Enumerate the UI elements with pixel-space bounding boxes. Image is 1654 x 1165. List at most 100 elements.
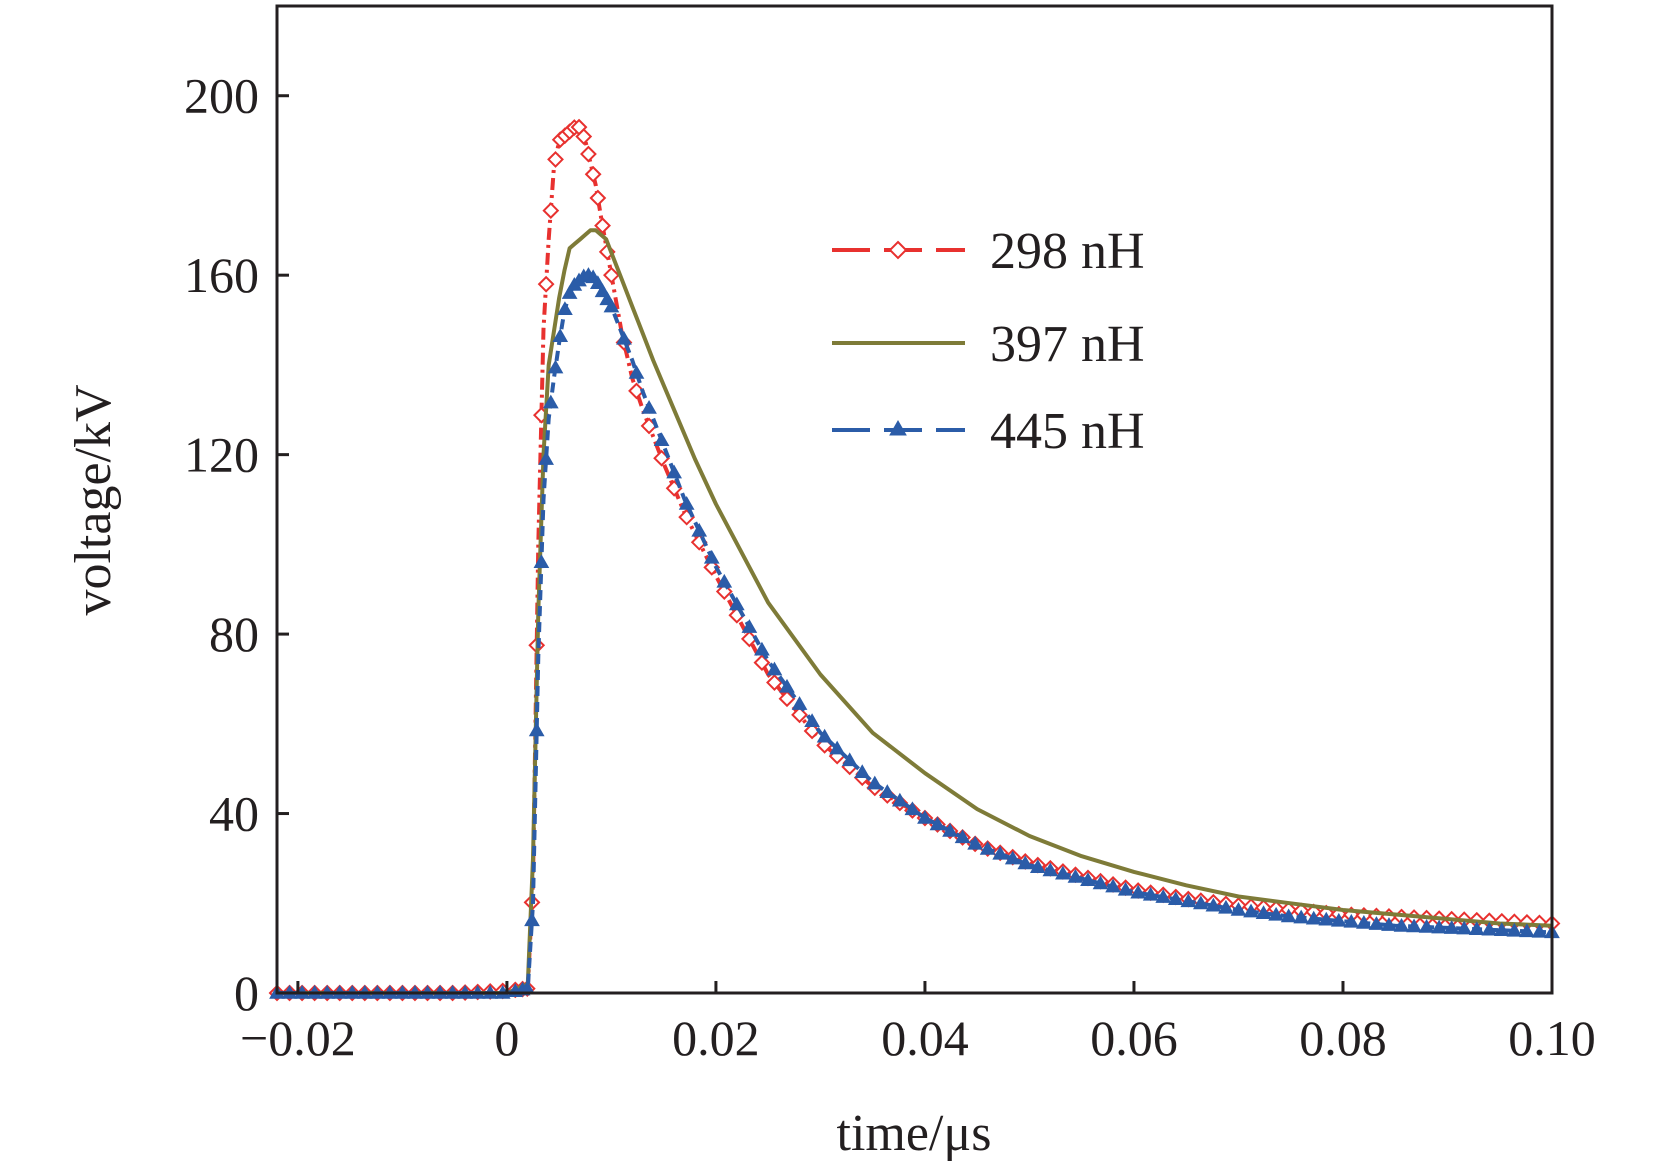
data-point-triangle <box>1092 875 1109 890</box>
data-point-diamond <box>589 189 607 207</box>
y-tick-label: 80 <box>209 606 259 662</box>
data-point-triangle <box>561 285 578 299</box>
data-point-triangle <box>1406 918 1422 933</box>
data-point-triangle <box>1017 855 1034 870</box>
data-point-triangle <box>967 835 983 850</box>
data-point-triangle <box>1343 913 1360 928</box>
data-point-triangle <box>942 822 958 837</box>
data-point-triangle <box>791 696 808 710</box>
series-line <box>277 228 1553 995</box>
data-point-triangle <box>641 399 657 414</box>
data-point-triangle <box>979 840 996 855</box>
series-445-nh <box>269 267 1560 999</box>
y-tick-label: 160 <box>184 247 259 303</box>
data-point-triangle <box>1167 891 1184 905</box>
data-point-diamond <box>766 674 783 691</box>
data-point-triangle <box>1519 923 1535 938</box>
data-point-triangle <box>691 522 708 537</box>
data-point-triangle <box>1293 909 1310 924</box>
data-point-triangle <box>1381 917 1397 931</box>
data-point-triangle <box>533 554 550 569</box>
x-tick-label: 0.08 <box>1299 1010 1387 1066</box>
data-point-triangle <box>1431 919 1447 934</box>
data-point-triangle <box>528 722 545 737</box>
data-point-triangle <box>1205 897 1222 912</box>
data-point-triangle <box>929 816 946 831</box>
data-point-triangle <box>779 678 795 693</box>
data-point-diamond <box>537 275 555 293</box>
data-point-triangle <box>1142 886 1159 901</box>
data-point-diamond <box>628 382 645 400</box>
data-point-triangle <box>1218 899 1234 914</box>
data-point-triangle <box>841 752 858 767</box>
data-point-triangle <box>1117 881 1134 896</box>
series-line <box>277 273 1553 995</box>
data-point-triangle <box>542 394 559 409</box>
y-tick-label: 40 <box>209 786 259 842</box>
x-tick-label: 0.10 <box>1508 1010 1596 1066</box>
data-point-triangle <box>1130 884 1147 899</box>
data-point-triangle <box>816 728 833 743</box>
data-point-triangle <box>829 740 846 755</box>
series-line <box>277 125 1553 995</box>
y-axis-title: voltage/kV <box>65 384 122 615</box>
data-point-triangle <box>892 792 908 807</box>
data-point-triangle <box>616 330 632 345</box>
data-point-triangle <box>1067 868 1084 883</box>
data-point-triangle <box>1280 908 1297 923</box>
data-point-triangle <box>879 784 896 798</box>
data-point-triangle <box>866 775 883 790</box>
data-point-triangle <box>547 359 564 374</box>
data-point-triangle <box>1456 920 1473 935</box>
x-tick-label: 0.04 <box>881 1010 969 1066</box>
data-point-triangle <box>1418 919 1435 933</box>
plot-frame <box>275 4 1554 995</box>
data-point-triangle <box>1268 906 1284 921</box>
data-point-triangle <box>1481 921 1498 936</box>
series-397-nh <box>277 228 1553 995</box>
data-point-diamond <box>703 558 721 576</box>
legend-label: 445 nH <box>990 403 1145 460</box>
data-point-triangle <box>889 419 907 436</box>
data-point-triangle <box>917 810 933 824</box>
data-point-triangle <box>1468 921 1485 935</box>
data-point-triangle <box>1055 865 1071 880</box>
data-point-triangle <box>1330 912 1347 927</box>
data-point-triangle <box>538 451 554 465</box>
data-point-triangle <box>1318 911 1335 926</box>
data-point-diamond <box>575 128 593 145</box>
data-point-diamond <box>542 202 560 219</box>
data-point-triangle <box>1004 850 1021 865</box>
data-point-triangle <box>1356 915 1372 929</box>
data-point-triangle <box>628 364 645 379</box>
data-point-diamond <box>547 151 564 168</box>
data-point-triangle <box>1443 920 1460 934</box>
data-point-triangle <box>1368 916 1385 930</box>
data-point-triangle <box>603 298 620 313</box>
y-tick-label: 200 <box>184 68 259 124</box>
data-point-triangle <box>716 573 733 588</box>
x-tick-label: 0.02 <box>672 1010 760 1066</box>
legend-label: 397 nH <box>990 316 1145 373</box>
data-point-triangle <box>992 845 1009 860</box>
data-point-triangle <box>766 661 783 676</box>
x-tick-label: −0.02 <box>240 1010 356 1066</box>
data-point-triangle <box>1255 905 1272 919</box>
data-point-triangle <box>1305 910 1322 925</box>
data-point-triangle <box>954 829 971 844</box>
data-point-triangle <box>1230 901 1247 916</box>
legend-label: 298 nH <box>990 223 1145 280</box>
data-point-triangle <box>741 619 758 633</box>
data-point-triangle <box>1192 895 1209 910</box>
data-point-triangle <box>1180 893 1197 908</box>
data-point-triangle <box>1042 862 1059 877</box>
data-point-diamond <box>603 266 620 284</box>
data-point-triangle <box>1105 878 1121 893</box>
data-point-triangle <box>552 328 569 342</box>
data-point-triangle <box>524 912 540 927</box>
data-point-triangle <box>1506 922 1523 937</box>
data-point-triangle <box>754 641 770 656</box>
series-298-nh <box>268 118 1561 1002</box>
